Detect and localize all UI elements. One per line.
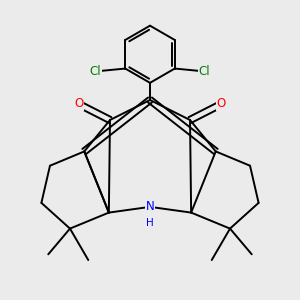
Text: N: N bbox=[146, 200, 154, 213]
Text: H: H bbox=[146, 218, 154, 228]
Text: O: O bbox=[217, 98, 226, 110]
Text: Cl: Cl bbox=[199, 65, 210, 78]
Text: Cl: Cl bbox=[90, 65, 101, 78]
Text: O: O bbox=[74, 98, 83, 110]
